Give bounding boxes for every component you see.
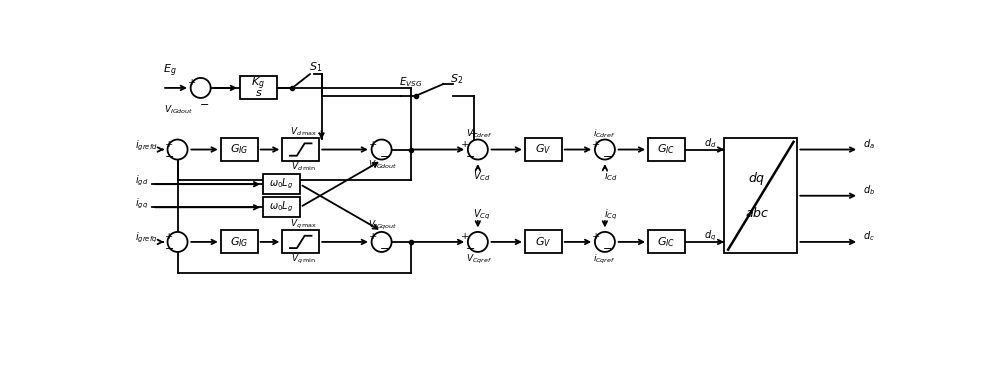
Text: $-$: $-$ [199,98,209,108]
Text: $V_{Cd}$: $V_{Cd}$ [473,170,491,184]
Text: $i_{grefd}$: $i_{grefd}$ [135,138,158,153]
Text: $i_{gq}$: $i_{gq}$ [135,197,148,211]
Text: $-$: $-$ [602,242,612,252]
Bar [282,138,319,161]
Text: $d_b$: $d_b$ [863,184,875,197]
Bar [221,138,258,161]
Text: $-$: $-$ [602,150,612,160]
Circle shape [468,232,488,252]
Bar [525,230,562,254]
Circle shape [191,78,211,98]
Text: $E_{VSG}$: $E_{VSG}$ [399,75,423,89]
Text: +: + [592,139,601,149]
Circle shape [372,139,392,160]
Text: $-$: $-$ [379,242,389,252]
Text: $d_d$: $d_d$ [704,137,717,150]
Text: $G_{IC}$: $G_{IC}$ [657,235,676,249]
Text: $i_{Cq}$: $i_{Cq}$ [604,208,618,222]
Text: $G_V$: $G_V$ [535,143,551,156]
Circle shape [168,139,188,160]
Text: $G_{IG}$: $G_{IG}$ [230,235,248,249]
Text: +: + [461,232,470,241]
Bar [648,230,685,254]
Text: $i_{Cd}$: $i_{Cd}$ [604,170,618,184]
Circle shape [468,139,488,160]
Text: $abc$: $abc$ [745,206,769,220]
Text: $d_a$: $d_a$ [863,137,875,151]
Text: $V_{IGdout}$: $V_{IGdout}$ [368,159,397,171]
Text: $dq$: $dq$ [748,170,766,187]
Bar [724,138,797,254]
Text: +: + [369,232,377,241]
Text: $G_V$: $G_V$ [535,235,551,249]
Bar [263,197,300,217]
Bar [648,138,685,161]
Bar [525,138,562,161]
Text: $S_1$: $S_1$ [309,60,322,74]
Text: $\omega_0 L_g$: $\omega_0 L_g$ [269,177,294,191]
Bar [221,230,258,254]
Text: $G_{IC}$: $G_{IC}$ [657,143,676,156]
Text: $d_q$: $d_q$ [704,229,717,243]
Text: +: + [470,129,478,138]
Bar [263,174,300,194]
Circle shape [595,139,615,160]
Text: $-$: $-$ [379,150,389,160]
Text: $\omega_0 L_g$: $\omega_0 L_g$ [269,200,294,214]
Text: +: + [461,139,470,149]
Text: $s$: $s$ [255,88,262,98]
Text: $V_{Cq}$: $V_{Cq}$ [473,208,490,222]
Text: $V_{IGqout}$: $V_{IGqout}$ [368,219,397,232]
Text: $-$: $-$ [465,242,475,252]
Text: +: + [369,139,377,149]
Text: $i_{Cqref}$: $i_{Cqref}$ [593,253,616,266]
Text: +: + [317,129,326,138]
Text: $-$: $-$ [465,150,475,160]
Text: $V_{Cqref}$: $V_{Cqref}$ [466,253,492,266]
Text: $V_{d\,\min}$: $V_{d\,\min}$ [291,161,315,174]
Text: +: + [165,232,173,241]
Text: $G_{IG}$: $G_{IG}$ [230,143,248,156]
Text: $-$: $-$ [164,242,174,252]
Text: +: + [188,78,196,87]
Text: +: + [592,232,601,241]
Text: $d_c$: $d_c$ [863,230,875,243]
Bar [240,76,277,99]
Text: $S_2$: $S_2$ [450,72,463,86]
Text: $V_{d\,\max}$: $V_{d\,\max}$ [290,126,316,138]
Circle shape [372,232,392,252]
Text: $V_{Cdref}$: $V_{Cdref}$ [466,127,492,139]
Text: $V_{q\,\min}$: $V_{q\,\min}$ [291,253,315,266]
Text: $i_{gd}$: $i_{gd}$ [135,174,149,188]
Text: $K_g$: $K_g$ [251,75,265,91]
Circle shape [168,232,188,252]
Circle shape [595,232,615,252]
Text: +: + [165,139,173,149]
Text: $E_g$: $E_g$ [163,63,177,79]
Text: $V_{q\,\max}$: $V_{q\,\max}$ [290,218,316,231]
Text: $i_{grefq}$: $i_{grefq}$ [135,231,158,245]
Bar [282,230,319,254]
Text: $-$: $-$ [164,150,174,160]
Text: $i_{Cdref}$: $i_{Cdref}$ [593,127,616,139]
Text: $V_{IGdout}$: $V_{IGdout}$ [164,103,194,116]
